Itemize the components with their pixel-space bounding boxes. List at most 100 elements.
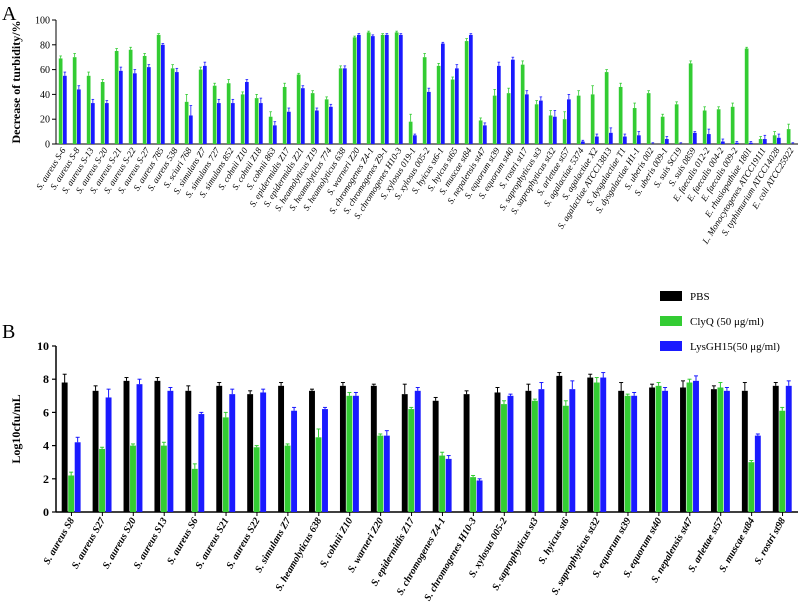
panel-a-bar [394,32,399,144]
panel-a-bar [245,82,249,144]
panel-a-bar [408,121,413,144]
panel-a-bar [749,142,753,144]
panel-a-bar [674,104,679,144]
panel-b-bar [68,475,75,512]
panel-a-bar [441,43,445,145]
panel-a-bar [105,103,109,144]
panel-b-bar [556,375,563,512]
panel-b-y-axis-label: Log10cfu/mL [9,394,23,463]
panel-a-bar [646,93,651,144]
panel-b-bar [662,390,669,512]
panel-a-bar [632,108,637,144]
panel-a-bar [730,106,735,144]
panel-b-y-tick-label: 0 [43,505,49,519]
panel-a-bar [511,59,515,144]
panel-b-bar [61,382,68,512]
panel-a-bar [618,86,623,144]
panel-b-bar [494,392,501,512]
panel-b-bar [260,392,267,512]
panel-b-bar [377,435,384,512]
panel-b-bar [229,394,236,512]
panel-a-bar [688,63,693,144]
panel-a-y-tick-label: 60 [40,65,50,76]
panel-a-bar [399,34,403,144]
panel-a-bar [203,65,207,144]
panel-b-bar [710,389,717,512]
panel-b-bar [136,384,143,512]
panel-b-bar [470,477,477,512]
panel-a-bar [567,99,571,144]
panel-a-bar [562,119,567,144]
panel-a-bar [147,67,151,144]
panel-b-bar [105,397,112,512]
panel-a-bar [119,70,123,144]
panel-a-bar [301,88,305,144]
panel-a-bar [702,110,707,144]
panel-b-bar [401,394,408,512]
panel-a-bar [254,98,259,144]
panel-a-bar [184,101,189,144]
panel-b-bar [191,468,198,512]
panel-b-bar [693,380,699,512]
panel-b-bar [291,410,298,512]
panel-a-bar [63,75,67,144]
panel-b-bar [167,390,174,512]
panel-b-y-tick-label: 6 [43,405,49,419]
panel-a-bar [198,69,203,144]
panel-a-bar [576,95,581,144]
legend-swatch [660,341,682,351]
panel-b-bar [562,405,569,512]
panel-b-y-tick-label: 2 [43,472,49,486]
panel-a-bar [296,74,301,144]
panel-a-bar [329,106,333,144]
panel-a-bar [357,34,361,144]
panel-a-bar [427,91,431,144]
panel-a-bar [100,82,105,144]
panel-b-bar [346,395,353,512]
panel-b-bar [315,437,322,512]
panel-b-bar [618,390,625,512]
panel-b-bar [383,435,390,512]
panel-a-bar [497,65,501,144]
panel-b-y-tick-label: 8 [43,372,49,386]
panel-b-bar [185,390,192,512]
panel-a-bar [58,58,63,144]
panel-a-bar [77,89,81,144]
panel-a-bar [492,95,497,144]
panel-b-bar [92,390,99,512]
panel-a-bar [212,85,217,144]
panel-a-bar [721,141,725,144]
panel-b-bar [216,385,223,512]
panel-a-bar [581,141,585,144]
panel-b-bar [785,385,792,512]
panel-a-bar [539,100,543,144]
legend-label: PBS [690,291,710,303]
panel-a-bar [623,136,627,144]
panel-a-y-tick-label: 20 [40,115,50,126]
panel-a-bar [609,132,613,144]
panel-b-bar [717,387,724,512]
panel-a-y-tick-label: 100 [35,16,50,27]
panel-a-bar [464,41,469,144]
panel-a-bar [338,68,343,144]
panel-a-bar [231,103,235,144]
panel-b-bar [779,410,786,512]
panel-b-bar [352,395,359,512]
panel-a-bar [161,44,165,144]
panel-b-bar [74,442,81,512]
panel-a-y-tick-label: 80 [40,40,50,51]
panel-b-category-label: S. rostri st98 [753,516,789,567]
panel-a-y-tick-label: 0 [45,140,50,151]
panel-b-bar [445,458,452,512]
panel-b-category-label: S. aureus S8 [42,516,78,567]
panel-b-chart: 0 2 4 6 8 10 Log10cfu/mL S. aureus S8 S. aureus … [9,291,798,603]
panel-b-bar [501,404,507,512]
legend-swatch [660,316,682,326]
panel-b-bar [680,387,686,512]
panel-b-y-tick-label: 4 [43,439,49,453]
panel-b-bar [414,390,421,512]
panel-a-bar [259,103,263,144]
panel-b-bar [569,389,576,512]
panel-b-bar [686,382,693,512]
